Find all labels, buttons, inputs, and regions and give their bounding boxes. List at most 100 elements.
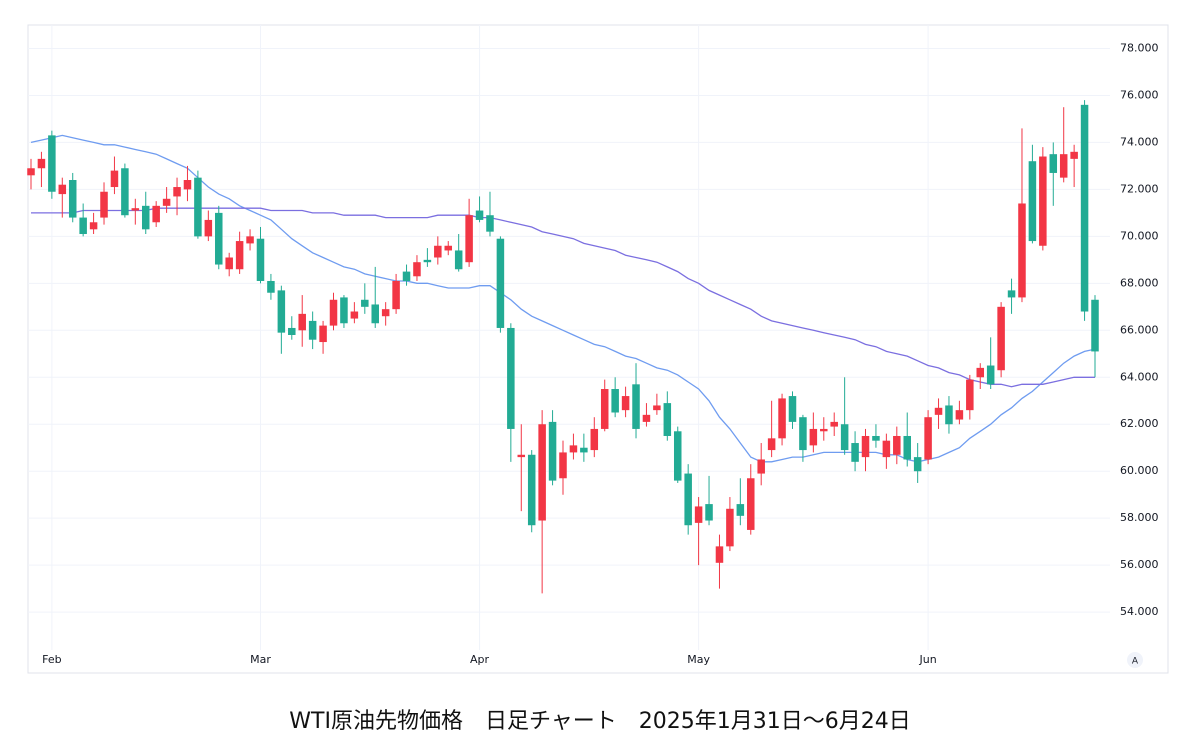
candle-body [538,424,546,521]
candle-body [851,443,859,462]
candle-body [68,180,77,218]
y-tick-label: 74.000 [1120,135,1159,148]
candle-body [340,297,348,324]
candle-body [621,396,630,411]
candle-body [110,170,119,188]
candle-body [632,384,640,429]
candle-body [298,313,306,331]
y-tick-label: 58.000 [1120,511,1159,524]
candle-body [611,389,619,413]
candle-body [694,506,703,523]
candle-body [454,250,463,270]
candle-body [778,398,786,439]
candle-body [267,280,275,293]
candle-body [486,215,494,232]
candle-body [1049,154,1058,173]
candle-body [893,435,901,455]
candle-body [392,280,400,310]
candle-body [726,508,734,547]
candle-body [58,184,67,195]
grid [28,25,1110,650]
candle-body [913,457,922,472]
y-tick-label: 78.000 [1120,41,1159,54]
candle-body [465,215,473,263]
candle-body [747,478,755,530]
y-tick-label: 66.000 [1120,323,1159,336]
candle-body [882,440,891,458]
candle-body [204,219,213,237]
candle-body [653,405,661,411]
candle-body [235,241,244,270]
candle-body [173,187,181,197]
candle-body [1039,156,1047,246]
candle-body [527,454,536,526]
candle-body [997,306,1005,371]
candle-body [600,389,609,429]
y-tick-label: 70.000 [1120,229,1159,242]
x-tick-label: Jun [919,653,937,666]
y-tick-label: 54.000 [1120,605,1159,618]
candle-body [413,262,421,277]
y-tick-label: 60.000 [1120,464,1159,477]
candle-body [288,327,296,335]
candle-body [141,205,150,230]
candle-body [767,438,776,451]
candle-body [152,205,160,223]
autoscale-label[interactable]: A [1132,657,1139,667]
candle-body [1007,290,1016,298]
candle-body [381,309,390,317]
candle-body [1059,154,1068,178]
candle-body [1028,161,1037,242]
candle-body [840,424,849,451]
candle-body [1018,203,1026,298]
candle-body [361,299,369,307]
y-tick-label: 68.000 [1120,276,1159,289]
candle-body [507,327,515,429]
candle-body [246,236,254,244]
candle-body [903,435,911,460]
candle-body [444,245,453,251]
autoscale-button[interactable] [1127,652,1143,668]
candle-body [402,271,411,281]
x-tick-label: May [687,653,710,666]
candle-body [820,428,828,432]
candle-body [27,168,35,176]
candle-body [215,212,223,265]
candle-body [580,447,588,453]
candle-body [423,259,432,263]
candle-body [434,245,442,258]
candle-body [350,311,359,319]
candle-body [809,428,818,446]
candle-body [830,421,838,427]
candle-body [225,257,233,270]
candle-body [121,168,129,216]
candle-body [673,431,682,481]
chart-frame [27,24,1169,674]
labels: 54.000 56.000 58.000 60.000 62.000 64.000 66.0… [42,41,1158,666]
candle-body [705,504,713,521]
x-tick-label: Mar [250,653,271,666]
candle-body [319,325,327,343]
candle-body [89,222,98,230]
x-tick-label: Feb [42,653,61,666]
candle-body [788,396,797,422]
candle-body [1091,299,1099,352]
candle-body [559,452,567,479]
candle-body [986,365,995,385]
candle-body [1070,151,1078,159]
candle-body [256,238,265,281]
candle-body [548,421,557,481]
chart-title: WTI原油先物価格 日足チャート 2025年1月31日～6月24日 [289,709,910,734]
candle-body [496,238,505,328]
candle-body [757,459,765,474]
candle-body [131,208,140,211]
candle-body [100,191,108,218]
y-tick-label: 76.000 [1120,88,1159,101]
candle-body [371,304,379,324]
candle-body [945,405,953,425]
candle-body [590,428,599,451]
candle-body [872,435,880,441]
x-tick-label: Apr [470,653,490,666]
marks [27,100,1099,594]
